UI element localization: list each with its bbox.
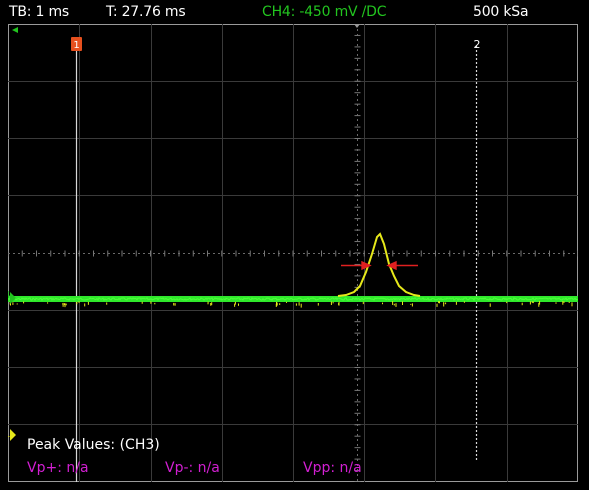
grid-lines	[8, 24, 578, 482]
measurement-arrows	[341, 260, 418, 271]
cursor-1-label: 1	[73, 40, 79, 51]
cursor-2-label: 2	[474, 38, 481, 51]
sample-rate-readout[interactable]: 500 kSa	[473, 4, 529, 20]
channel-1-label: 1	[8, 429, 10, 440]
scope-grid: 1 2 4 1	[8, 24, 578, 482]
vpp-value: Vpp: n/a	[303, 460, 362, 476]
vp-plus-value: Vp+: n/a	[27, 460, 89, 476]
status-bar: TB: 1 ms T: 27.76 ms CH4: -450 mV /DC 50…	[0, 0, 589, 24]
channel-4-readout[interactable]: CH4: -450 mV /DC	[262, 4, 387, 20]
trigger-position-marker	[354, 24, 360, 28]
channel-4-label: 4	[8, 290, 10, 301]
peak-values-title: Peak Values: (CH3)	[27, 437, 160, 453]
cursor-1-marker[interactable]	[71, 37, 82, 51]
axis-ticks	[8, 24, 578, 482]
timebase-readout[interactable]: TB: 1 ms	[9, 4, 70, 20]
vp-minus-value: Vp-: n/a	[165, 460, 220, 476]
scope-screen[interactable]: 1 2 4 1	[8, 24, 578, 482]
left-scroll-arrow[interactable]	[12, 27, 18, 33]
channel-4-marker[interactable]	[10, 292, 16, 304]
channel-3-pulse-trace	[337, 232, 421, 297]
trigger-time-readout[interactable]: T: 27.76 ms	[106, 4, 186, 20]
channel-1-marker[interactable]	[10, 429, 16, 441]
